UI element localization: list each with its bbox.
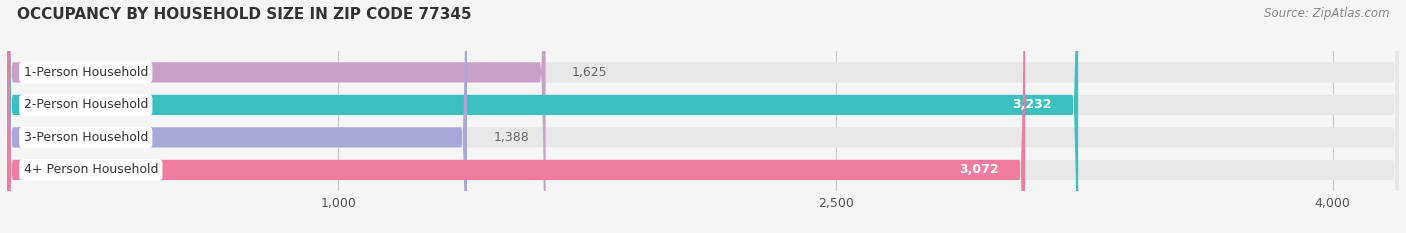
Text: 2-Person Household: 2-Person Household xyxy=(24,98,148,111)
Text: OCCUPANCY BY HOUSEHOLD SIZE IN ZIP CODE 77345: OCCUPANCY BY HOUSEHOLD SIZE IN ZIP CODE … xyxy=(17,7,471,22)
FancyBboxPatch shape xyxy=(7,0,546,233)
FancyBboxPatch shape xyxy=(7,0,1399,233)
Text: 3,072: 3,072 xyxy=(959,163,998,176)
Text: 1,388: 1,388 xyxy=(494,131,529,144)
Text: 3-Person Household: 3-Person Household xyxy=(24,131,148,144)
FancyBboxPatch shape xyxy=(7,0,1025,233)
FancyBboxPatch shape xyxy=(7,0,1399,233)
FancyBboxPatch shape xyxy=(7,0,1078,233)
FancyBboxPatch shape xyxy=(7,0,1399,233)
Text: 3,232: 3,232 xyxy=(1012,98,1052,111)
Text: 1-Person Household: 1-Person Household xyxy=(24,66,148,79)
FancyBboxPatch shape xyxy=(7,0,467,233)
FancyBboxPatch shape xyxy=(7,0,1399,233)
Text: 4+ Person Household: 4+ Person Household xyxy=(24,163,157,176)
Text: 1,625: 1,625 xyxy=(572,66,607,79)
Text: Source: ZipAtlas.com: Source: ZipAtlas.com xyxy=(1264,7,1389,20)
